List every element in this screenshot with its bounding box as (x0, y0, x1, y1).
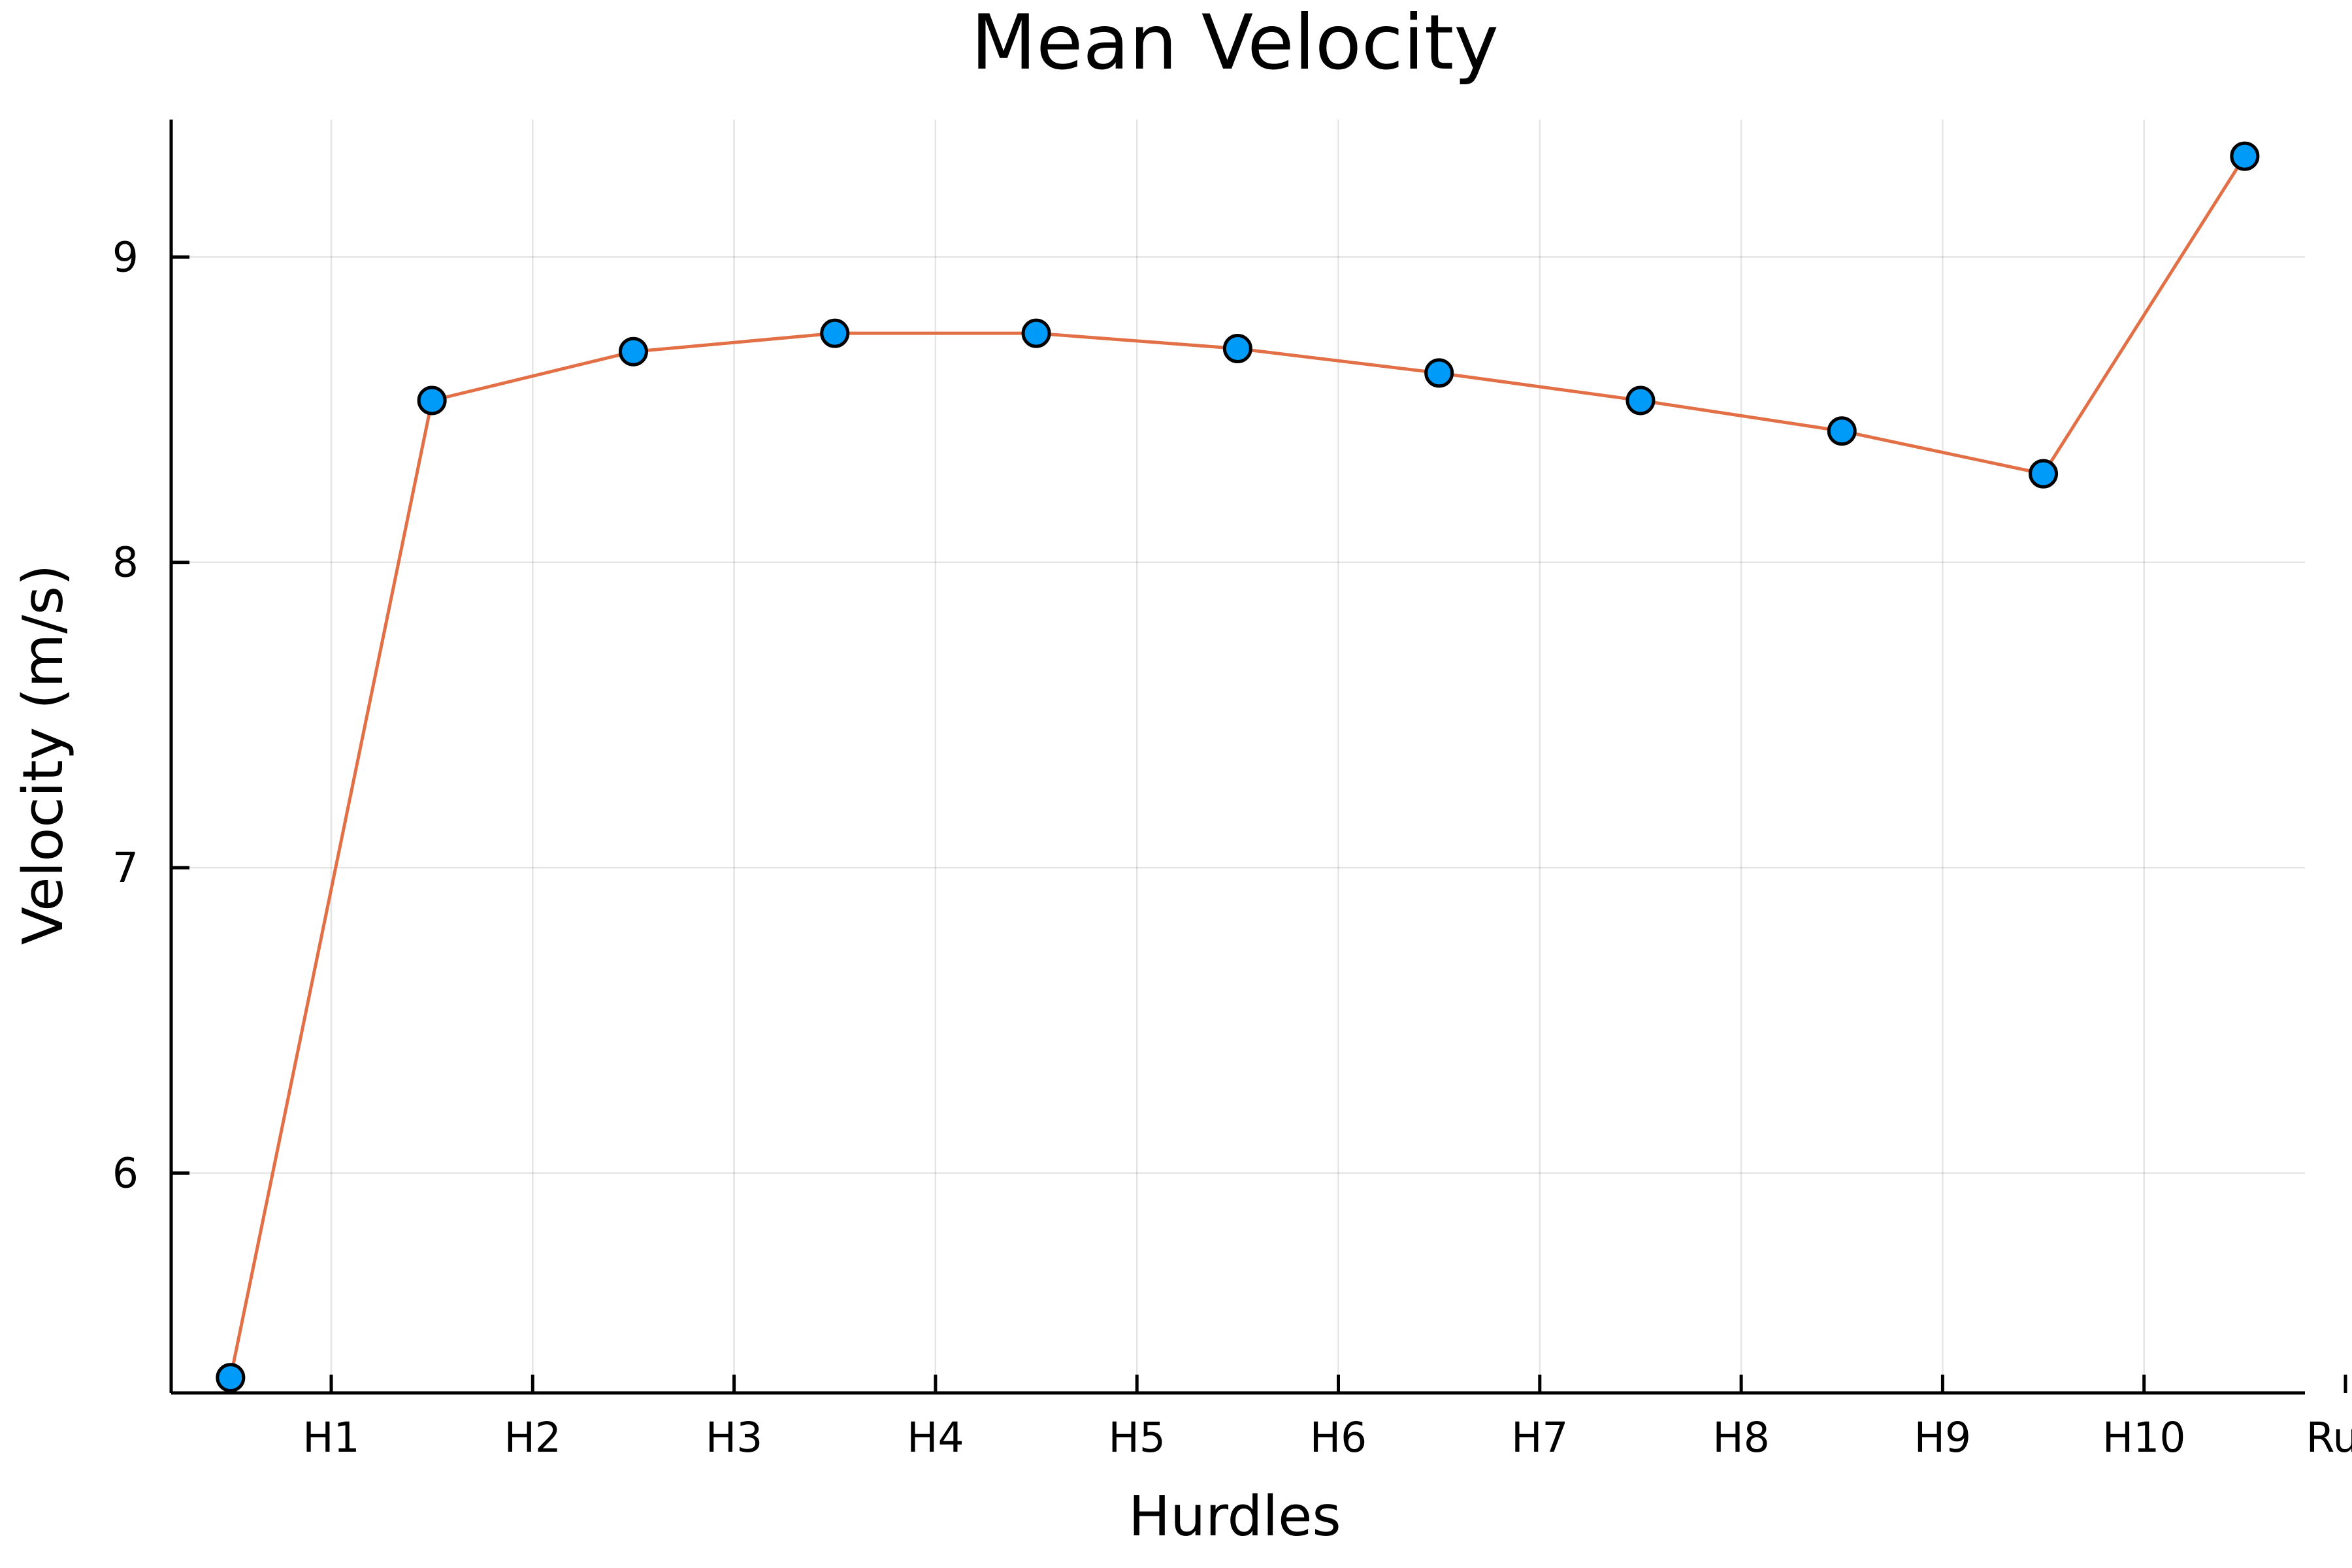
axes-layer (169, 120, 2347, 1395)
x-tick-label: Run (2306, 1414, 2352, 1462)
data-point (417, 385, 447, 416)
data-point (216, 1363, 246, 1393)
data-point (1424, 358, 1454, 388)
data-point (1827, 416, 1857, 446)
y-tick-label: 6 (112, 1149, 139, 1197)
x-tick-label: H9 (1914, 1414, 1971, 1462)
grid-layer (171, 120, 2305, 1393)
data-point (2029, 459, 2059, 489)
labels-layer: Mean Velocity Hurdles Velocity (m/s) H1 H… (11, 0, 2352, 1549)
x-axis-label: Hurdles (1128, 1484, 1341, 1549)
y-tick-label: 9 (112, 233, 139, 281)
data-point (1625, 385, 1656, 416)
x-tick-label: H10 (2102, 1414, 2186, 1462)
data-point (1021, 318, 1051, 348)
y-axis-label: Velocity (m/s) (11, 564, 76, 945)
y-tick-label: 7 (112, 844, 139, 892)
series-layer (216, 141, 2260, 1393)
data-point (1222, 334, 1252, 364)
x-tick-label: H5 (1108, 1414, 1165, 1462)
x-tick-label: H4 (907, 1414, 964, 1462)
chart-title: Mean Velocity (971, 0, 1499, 87)
x-tick-label: H2 (504, 1414, 561, 1462)
x-tick-label: H3 (706, 1414, 762, 1462)
x-tick-label: H7 (1511, 1414, 1568, 1462)
data-point (618, 336, 648, 367)
data-point (820, 318, 850, 348)
x-tick-label: H1 (302, 1414, 359, 1462)
x-tick-label: H8 (1712, 1414, 1769, 1462)
data-point (2230, 141, 2260, 171)
x-tick-label: H6 (1310, 1414, 1367, 1462)
y-tick-label: 8 (112, 539, 139, 587)
